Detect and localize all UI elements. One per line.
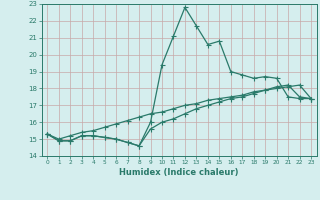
X-axis label: Humidex (Indice chaleur): Humidex (Indice chaleur) [119,168,239,177]
